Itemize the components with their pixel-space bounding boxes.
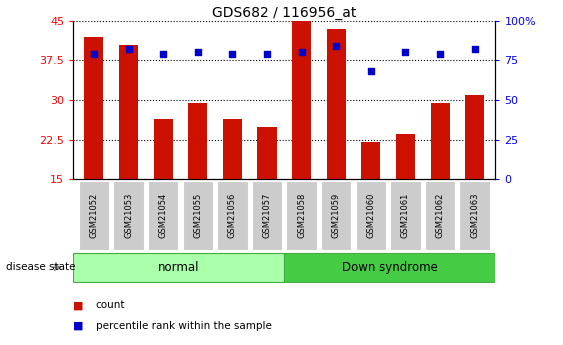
FancyBboxPatch shape	[287, 181, 317, 250]
Text: disease state: disease state	[6, 263, 75, 272]
FancyBboxPatch shape	[217, 181, 248, 250]
Point	[332, 43, 341, 49]
Text: GSM21060: GSM21060	[367, 193, 376, 238]
FancyBboxPatch shape	[356, 181, 386, 250]
Text: normal: normal	[158, 261, 199, 274]
FancyBboxPatch shape	[459, 181, 490, 250]
Text: GSM21062: GSM21062	[436, 193, 445, 238]
Text: ■: ■	[73, 300, 84, 310]
FancyBboxPatch shape	[425, 181, 455, 250]
Text: GSM21057: GSM21057	[262, 193, 271, 238]
Text: GSM21054: GSM21054	[159, 193, 168, 238]
Text: Down syndrome: Down syndrome	[342, 261, 438, 274]
Point	[159, 51, 168, 57]
FancyBboxPatch shape	[73, 253, 284, 282]
Text: GSM21055: GSM21055	[193, 193, 202, 238]
Bar	[154, 119, 173, 259]
Bar	[223, 119, 242, 259]
FancyBboxPatch shape	[284, 253, 495, 282]
Point	[193, 50, 202, 55]
FancyBboxPatch shape	[390, 181, 421, 250]
FancyBboxPatch shape	[182, 181, 213, 250]
Text: ■: ■	[73, 321, 84, 331]
Bar	[119, 45, 138, 259]
Text: GSM21059: GSM21059	[332, 193, 341, 238]
Bar	[465, 95, 484, 259]
Bar	[188, 103, 207, 259]
Text: GSM21063: GSM21063	[470, 193, 479, 238]
Bar	[257, 127, 276, 259]
Point	[297, 50, 306, 55]
Bar	[431, 103, 450, 259]
Bar	[327, 29, 346, 259]
Bar	[292, 21, 311, 259]
Bar	[396, 135, 415, 259]
Text: percentile rank within the sample: percentile rank within the sample	[96, 321, 271, 331]
Text: count: count	[96, 300, 125, 310]
Text: GSM21053: GSM21053	[124, 193, 133, 238]
Point	[367, 69, 376, 74]
Text: GSM21056: GSM21056	[228, 193, 237, 238]
Bar	[84, 37, 104, 259]
Point	[470, 47, 479, 52]
Point	[228, 51, 237, 57]
Point	[401, 50, 410, 55]
FancyBboxPatch shape	[79, 181, 109, 250]
Text: GSM21061: GSM21061	[401, 193, 410, 238]
Bar	[361, 142, 381, 259]
FancyBboxPatch shape	[113, 181, 144, 250]
Point	[124, 47, 133, 52]
Text: GSM21058: GSM21058	[297, 193, 306, 238]
Title: GDS682 / 116956_at: GDS682 / 116956_at	[212, 6, 356, 20]
FancyBboxPatch shape	[148, 181, 178, 250]
Point	[90, 51, 99, 57]
Text: GSM21052: GSM21052	[90, 193, 99, 238]
Point	[436, 51, 445, 57]
FancyBboxPatch shape	[321, 181, 351, 250]
Point	[262, 51, 271, 57]
FancyBboxPatch shape	[252, 181, 282, 250]
